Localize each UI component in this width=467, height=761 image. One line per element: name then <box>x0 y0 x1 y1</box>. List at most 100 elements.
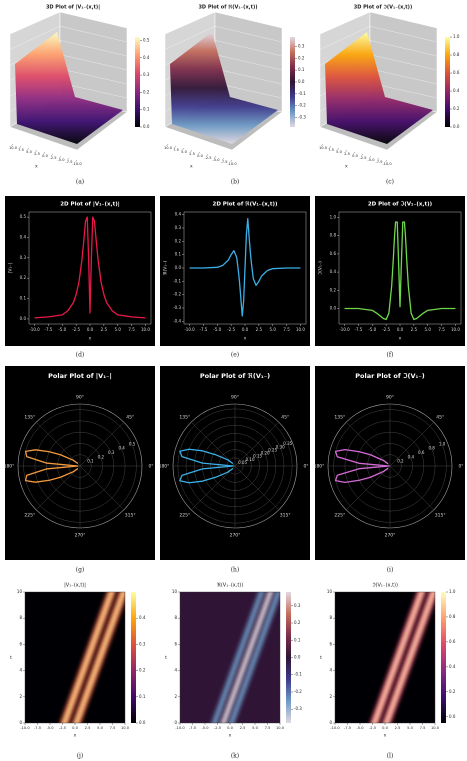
radial-tick-label: 0.25 <box>268 447 277 452</box>
y-tick-label: 0.0 <box>330 306 337 311</box>
radial-tick-label: 0.4 <box>408 454 415 459</box>
y-tick-label: 2 <box>19 694 22 699</box>
panel-title: 2D Plot of |V₁₋(x,t)| <box>60 202 120 208</box>
colorbar-tick-label: 1.0 <box>453 34 460 39</box>
pane-grid <box>214 40 283 57</box>
y-tick-label: 0.2 <box>330 287 337 292</box>
angle-tick-label: 90° <box>386 395 394 401</box>
x-tick-label: -5.0 <box>213 327 221 332</box>
x-tick-label: 10.0 <box>276 726 285 730</box>
x-tick <box>345 149 348 153</box>
caption: (e) <box>231 352 239 359</box>
x-tick-label: -7.5 <box>344 726 351 730</box>
data-line <box>189 218 301 317</box>
angle-tick-label: 135° <box>334 415 345 421</box>
y-tick-label: 10 <box>172 589 178 594</box>
x-tick-label: -2.5 <box>214 726 221 730</box>
colorbar-tick-label: 1.0 <box>449 589 456 594</box>
caption: (f) <box>387 352 394 359</box>
heatmap-stripe <box>211 592 265 723</box>
x-tick-label: 0.0 <box>382 726 388 730</box>
x-tick-label: -2.5 <box>359 156 366 160</box>
heatmap-stripe <box>62 592 114 723</box>
colorbar-tick-label: 0.2 <box>139 668 146 673</box>
angle-tick-label: 180° <box>314 464 325 470</box>
x-tick-label: 2.5 <box>411 327 418 332</box>
colorbar-tick-label: 0.4 <box>449 664 456 669</box>
x-axis-label: x <box>244 337 247 342</box>
pane-grid <box>214 68 283 85</box>
x-tick-label: -7.5 <box>220 160 227 164</box>
angle-tick-label: 45° <box>436 415 444 421</box>
colorbar-tick-label: 0.0 <box>449 714 456 719</box>
x-axis-label: x <box>229 734 232 739</box>
angle-grid-line <box>191 465 236 510</box>
colorbar-tick-label: -0.2 <box>298 103 306 108</box>
y-tick-label: 1.0 <box>330 214 337 219</box>
x-tick-label: -5.0 <box>212 158 220 162</box>
x-tick <box>51 153 54 157</box>
x-tick-label: 5.0 <box>97 726 103 730</box>
x-tick-label: 2.5 <box>240 726 246 730</box>
pane-grid <box>164 26 216 50</box>
y-tick-label: 0.6 <box>330 251 337 256</box>
x-tick-label: 10.0 <box>451 327 460 332</box>
x-tick-label: 7.5 <box>265 726 271 730</box>
angle-tick-label: 315° <box>435 512 446 518</box>
x-tick <box>377 157 380 161</box>
colorbar-tick-label: 0.2 <box>294 620 301 625</box>
colorbar-tick-label: 0.1 <box>143 107 150 112</box>
y-axis-label: t <box>165 655 167 661</box>
y-tick-label: 0.8 <box>330 233 337 238</box>
angle-tick-label: 90° <box>76 395 84 401</box>
x-tick-label: -7.5 <box>34 726 41 730</box>
angle-tick-label: 90° <box>231 395 239 401</box>
radial-tick-label: 0.1 <box>87 459 94 464</box>
surface <box>170 32 278 144</box>
panel-title: 3D Plot of |V₁₋(x,t)| <box>46 5 100 11</box>
angle-grid-line <box>36 422 81 467</box>
radial-grid-line <box>367 443 413 489</box>
x-axis-label: x <box>190 165 193 170</box>
x-tick <box>27 147 30 151</box>
colorbar-tick-label: -0.2 <box>294 689 302 694</box>
y-tick-label: 0.0 <box>175 265 182 270</box>
colorbar-tick-label: 0.0 <box>453 124 460 129</box>
x-tick-label: 0.0 <box>197 154 203 158</box>
radial-tick-label: 0.6 <box>418 450 425 455</box>
colorbar-tick-label: 0.6 <box>453 70 460 75</box>
angle-tick-label: 315° <box>280 512 291 518</box>
x-axis-label: x <box>89 337 92 342</box>
radial-tick-label: 0.4 <box>118 446 125 451</box>
y-axis-label: ℑ(V₁₋) <box>318 261 324 275</box>
x-tick <box>222 157 225 161</box>
surface <box>15 32 123 144</box>
radial-grid-line <box>57 443 103 489</box>
panel-title: Polar Plot of |V₁₋| <box>48 372 112 381</box>
x-tick <box>67 157 70 161</box>
y-tick-label: 0 <box>19 720 22 725</box>
pane-grid <box>59 40 128 57</box>
pane-grid <box>59 26 128 43</box>
y-tick-label: 6 <box>19 641 22 646</box>
colorbar-tick-label: 0.4 <box>143 55 150 60</box>
x-tick-label: -10.0 <box>330 726 340 730</box>
colorbar-tick-label: 0.4 <box>453 88 460 93</box>
x-tick <box>43 151 46 155</box>
colorbar-tick-label: 0.0 <box>294 655 301 660</box>
y-tick-label: 0.2 <box>175 238 182 243</box>
x-tick-label: 7.5 <box>328 148 334 152</box>
x-tick-label: -7.5 <box>65 160 72 164</box>
colorbar-tick-label: 0.2 <box>143 89 150 94</box>
x-tick-label: 2.5 <box>101 327 108 332</box>
angle-tick-label: 180° <box>4 464 15 470</box>
y-tick-label: 0.2 <box>20 275 27 280</box>
radial-grid-line <box>185 416 285 516</box>
angle-tick-label: 0° <box>458 464 463 470</box>
x-tick-label: -5.0 <box>367 158 375 162</box>
radial-grid-line <box>34 420 126 512</box>
x-tick-label: 10.0 <box>164 146 173 150</box>
heatmap-stripe <box>220 592 274 723</box>
x-tick-label: 0.0 <box>242 327 249 332</box>
